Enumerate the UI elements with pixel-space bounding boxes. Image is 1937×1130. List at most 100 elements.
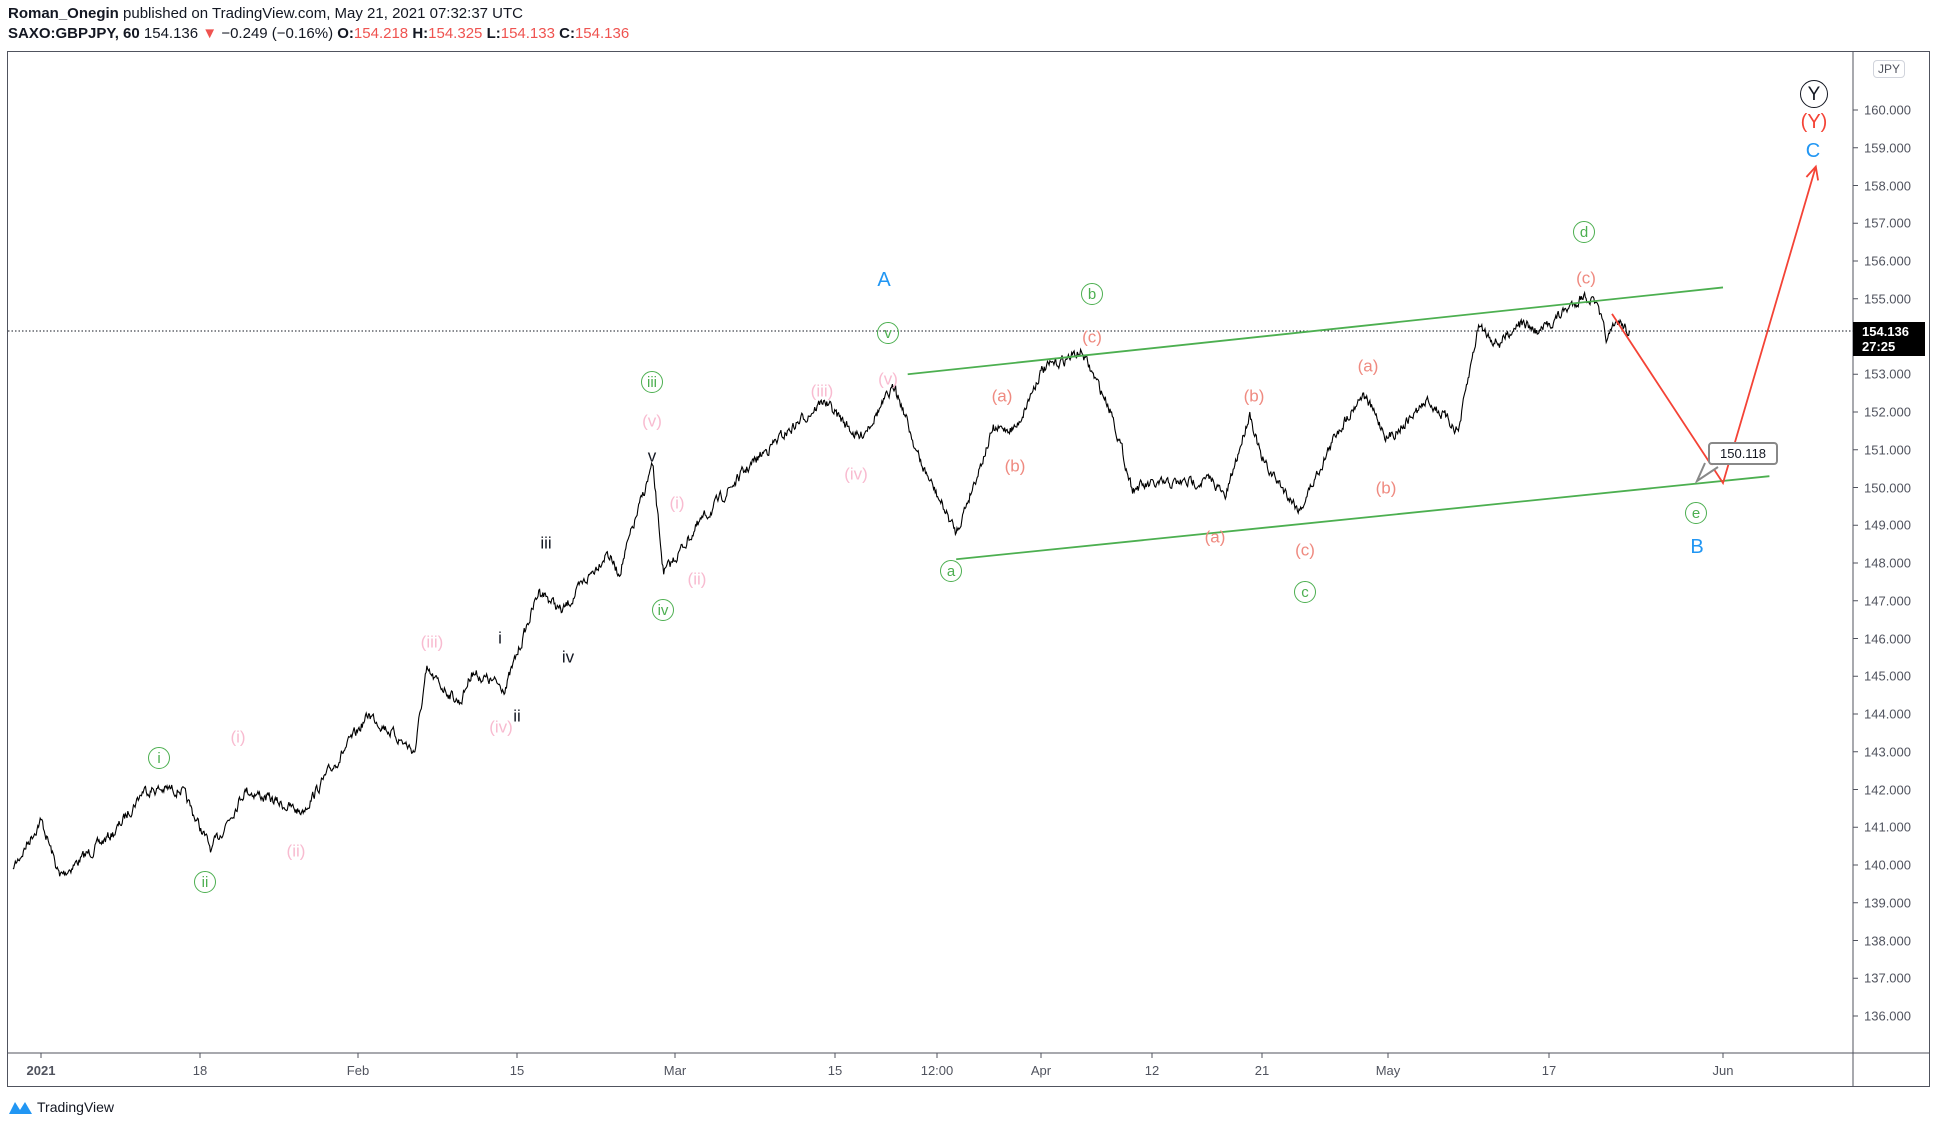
low-label: L: <box>486 25 501 42</box>
low-value: 154.133 <box>500 25 555 42</box>
price-tick-label: 152.000 <box>1864 404 1911 420</box>
wave-label[interactable]: (b) <box>1243 386 1265 406</box>
wave-label[interactable]: (b) <box>1375 478 1397 498</box>
price-tick-label: 150.000 <box>1864 480 1911 495</box>
wave-label[interactable]: (b) <box>1004 456 1026 476</box>
wave-label[interactable]: (c) <box>1295 540 1315 560</box>
high-label: H: <box>412 25 429 42</box>
wave-label[interactable]: iv <box>652 599 674 621</box>
wave-label[interactable]: (i) <box>669 493 685 513</box>
price-tick-label: 143.000 <box>1864 744 1911 760</box>
price-tick-label: 153.000 <box>1864 366 1911 382</box>
wave-label[interactable]: (v) <box>642 411 662 431</box>
wave-label[interactable]: i <box>148 747 170 769</box>
price-tick-label: 149.000 <box>1864 517 1911 533</box>
wave-label[interactable]: (a) <box>1204 527 1226 547</box>
price-tick-label: 147.000 <box>1864 593 1911 609</box>
currency-badge[interactable]: JPY <box>1873 60 1906 78</box>
axis-ticks <box>40 109 1858 1058</box>
wave-label[interactable]: i <box>498 628 502 648</box>
lower-channel-trendline[interactable] <box>956 475 1770 561</box>
symbol-legend: SAXO:GBPJPY, 60 154.136 ▼ −0.249 (−0.16%… <box>8 25 629 42</box>
chart-frame <box>7 51 1930 1087</box>
price-tick-label: 155.000 <box>1864 291 1911 307</box>
wave-label[interactable]: (iv) <box>489 717 513 737</box>
wave-label[interactable]: A <box>877 269 891 291</box>
price-tick-label: 144.000 <box>1864 706 1911 722</box>
change: −0.249 (−0.16%) <box>221 25 334 42</box>
wave-label[interactable]: v <box>647 446 657 466</box>
logo-text: TradingView <box>37 1099 115 1115</box>
wave-label[interactable]: (c) <box>1576 268 1596 288</box>
wave-label[interactable]: (Y) <box>1800 111 1828 133</box>
wave-label[interactable]: Y <box>1800 80 1828 108</box>
wave-label[interactable]: B <box>1690 536 1704 558</box>
wave-label[interactable]: v <box>877 322 899 344</box>
wave-label[interactable]: (iv) <box>844 464 868 484</box>
wave-label[interactable]: (a) <box>1357 356 1379 376</box>
wave-label[interactable]: (iii) <box>810 381 834 401</box>
wave-label[interactable]: ii <box>513 706 521 726</box>
open-label: O: <box>337 25 354 42</box>
time-tick-label: Feb <box>346 1063 370 1078</box>
triangle-down-icon: ▼ <box>202 25 218 42</box>
upper-channel-trendline[interactable] <box>907 286 1724 376</box>
wave-label[interactable]: (ii) <box>687 569 707 589</box>
wave-label[interactable]: e <box>1685 502 1707 524</box>
time-tick-label: 18 <box>192 1063 208 1078</box>
time-tick-label: Apr <box>1030 1063 1052 1078</box>
wave-label[interactable]: (i) <box>230 727 246 747</box>
wave-label[interactable]: (ii) <box>286 841 306 861</box>
wave-label[interactable]: c <box>1294 581 1316 603</box>
wave-label[interactable]: ii <box>194 871 216 893</box>
price-tick-label: 157.000 <box>1864 215 1911 231</box>
tradingview-logo-icon <box>9 1102 32 1114</box>
symbol: SAXO:GBPJPY, 60 <box>8 25 140 42</box>
publish-info: Roman_Onegin published on TradingView.co… <box>8 5 523 22</box>
bar-countdown: 27:25 <box>1862 339 1896 354</box>
price-tick-label: 151.000 <box>1864 442 1911 458</box>
price-tick-label: 138.000 <box>1864 933 1911 948</box>
wave-label[interactable]: a <box>940 560 962 582</box>
price-callout[interactable]: 150.118 <box>1708 442 1779 465</box>
wave-label[interactable]: iii <box>641 371 663 393</box>
price-tick-label: 156.000 <box>1864 253 1911 269</box>
price-tick-label: 136.000 <box>1864 1008 1911 1024</box>
time-tick-label: Mar <box>663 1063 687 1078</box>
wave-label[interactable]: iii <box>540 533 552 553</box>
projection-path[interactable] <box>1611 166 1817 486</box>
open-value: 154.218 <box>353 25 409 42</box>
time-tick-label: 21 <box>1254 1063 1270 1078</box>
time-tick-label: 12:00 <box>920 1063 954 1078</box>
price-tick-label: 137.000 <box>1864 970 1911 986</box>
author[interactable]: Roman_Onegin <box>8 5 119 22</box>
price-tick-label: 141.000 <box>1864 819 1911 835</box>
price-tick-label: 145.000 <box>1864 668 1911 684</box>
wave-label[interactable]: b <box>1081 283 1103 305</box>
last-price: 154.136 <box>143 25 199 42</box>
wave-label[interactable]: C <box>1805 140 1821 162</box>
wave-label[interactable]: (c) <box>1082 327 1102 347</box>
time-tick-label: 2021 <box>26 1063 56 1078</box>
arrowhead-icon <box>1805 164 1819 181</box>
time-tick-label: 12 <box>1144 1063 1160 1078</box>
price-tick-label: 139.000 <box>1864 895 1911 911</box>
tradingview-logo[interactable]: TradingView <box>8 1099 114 1115</box>
time-tick-label: May <box>1375 1063 1401 1078</box>
last-price-value: 154.136 <box>1862 324 1909 339</box>
high-value: 154.325 <box>428 25 483 42</box>
price-tick-label: 160.000 <box>1864 102 1911 118</box>
wave-label[interactable]: (v) <box>878 369 898 389</box>
wave-label[interactable]: (iii) <box>420 632 444 652</box>
price-series <box>12 290 1631 877</box>
wave-label[interactable]: iv <box>561 647 575 667</box>
last-price-label: 154.136 27:25 <box>1853 322 1925 356</box>
price-tick-label: 140.000 <box>1864 857 1911 873</box>
time-tick-label: 17 <box>1541 1063 1557 1078</box>
wave-label[interactable]: d <box>1573 221 1595 243</box>
publish-text: published on TradingView.com, May 21, 20… <box>123 5 523 22</box>
price-tick-label: 148.000 <box>1864 555 1911 571</box>
wave-label[interactable]: (a) <box>991 386 1013 406</box>
time-tick-label: 15 <box>509 1063 525 1078</box>
